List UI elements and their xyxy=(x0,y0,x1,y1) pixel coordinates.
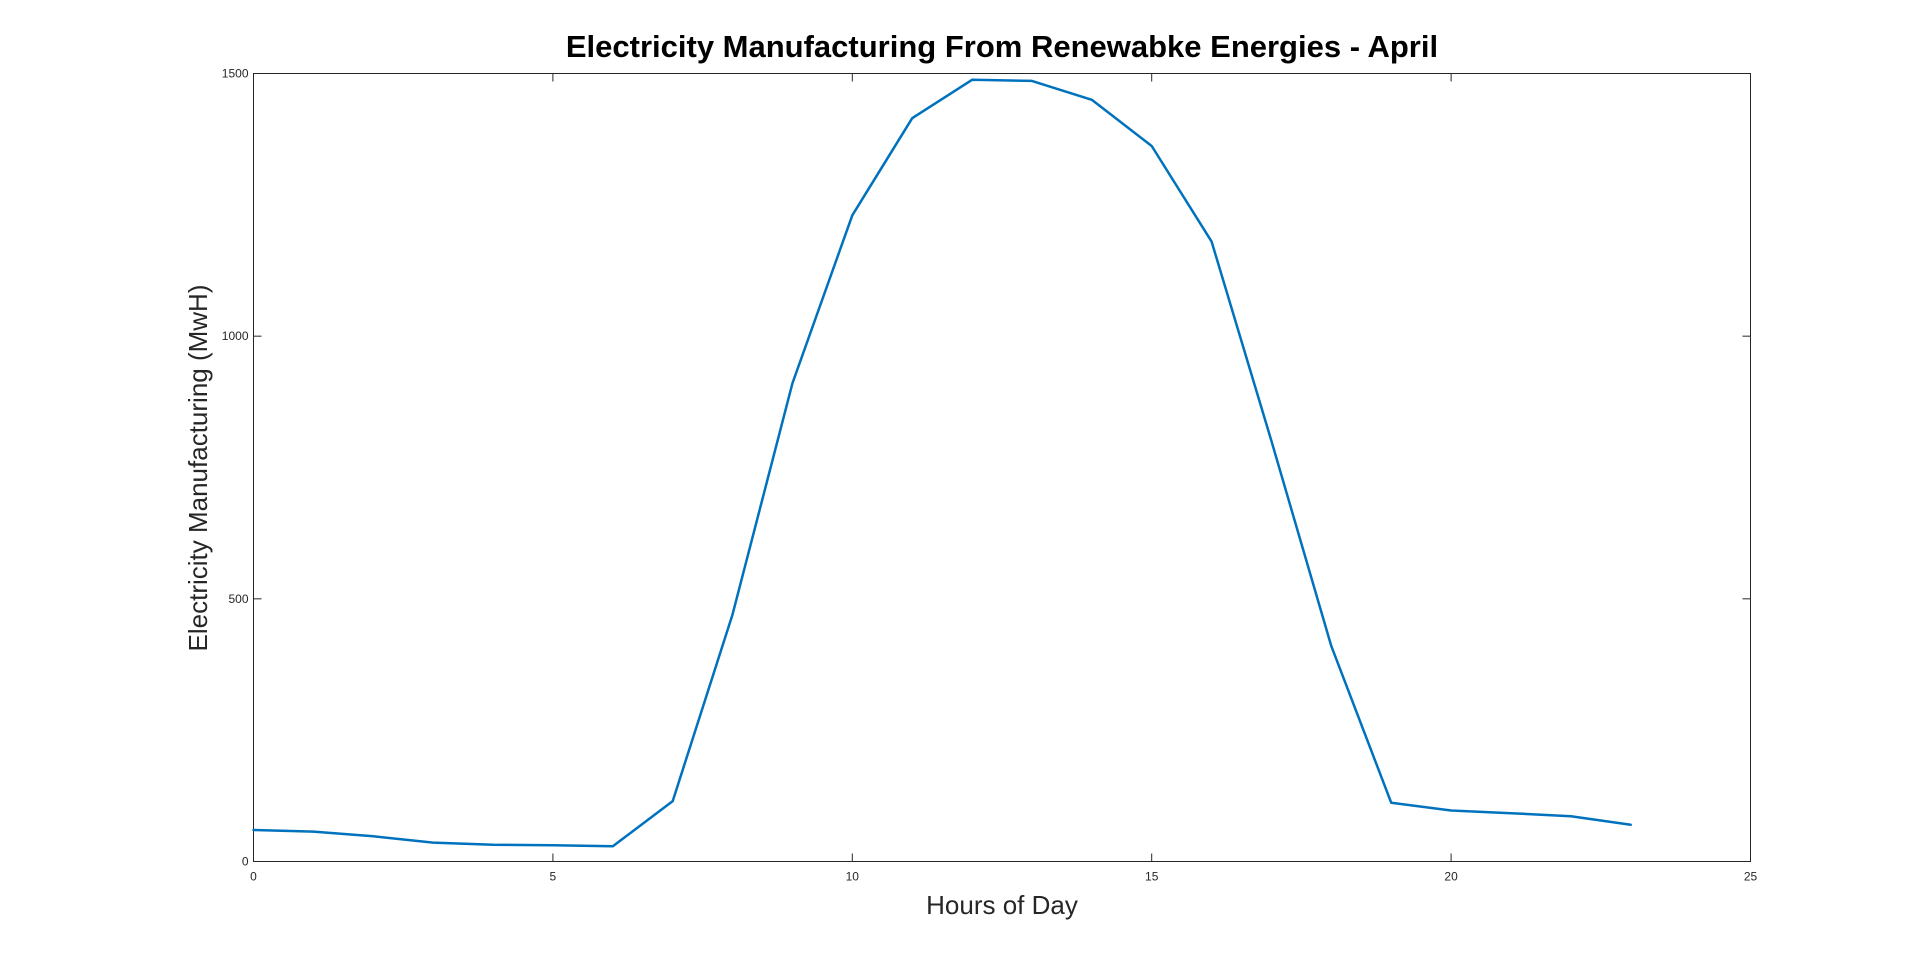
x-tick-label: 5 xyxy=(550,870,557,884)
x-tick-label: 15 xyxy=(1145,870,1159,884)
series-line xyxy=(252,78,1632,848)
y-tick-label: 1000 xyxy=(222,329,249,343)
x-axis-ticks: 0 5 10 15 20 25 xyxy=(250,73,1758,884)
plot-area: 0 5 10 15 20 25 0 500 1000 1500 xyxy=(222,67,1758,884)
series-layer xyxy=(252,78,1632,848)
y-axis-ticks: 0 500 1000 1500 xyxy=(222,67,1751,869)
x-tick-label: 20 xyxy=(1444,870,1458,884)
y-tick-label: 1500 xyxy=(222,67,249,81)
y-tick-label: 500 xyxy=(228,592,248,606)
y-tick-label: 0 xyxy=(242,855,249,869)
x-axis-label: Hours of Day xyxy=(926,890,1078,920)
x-tick-label: 25 xyxy=(1744,870,1758,884)
x-tick-label: 0 xyxy=(250,870,257,884)
y-axis-label: Electricity Manufacturing (MwH) xyxy=(183,285,213,652)
x-tick-label: 10 xyxy=(846,870,860,884)
chart-title: Electricity Manufacturing From Renewabke… xyxy=(566,29,1438,64)
axes-box xyxy=(253,73,1751,862)
